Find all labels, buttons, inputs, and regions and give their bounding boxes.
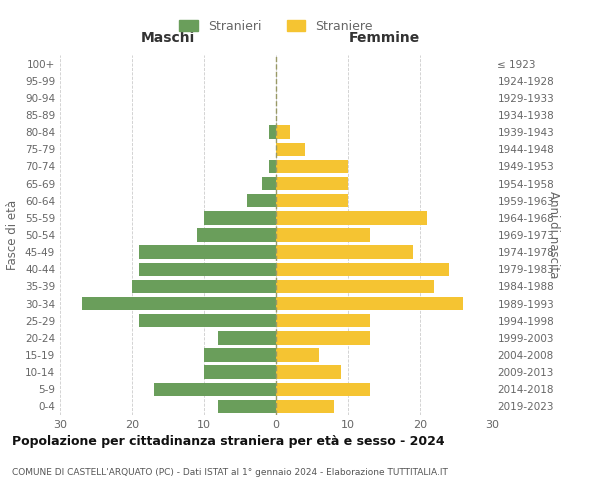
Bar [276,262,449,276]
Bar [218,331,276,344]
Bar [139,246,276,259]
Legend: Stranieri, Straniere: Stranieri, Straniere [176,16,377,37]
Bar [276,160,348,173]
Bar [269,126,276,139]
Bar [204,211,276,224]
Text: Femmine: Femmine [349,30,419,44]
Bar [276,382,370,396]
Bar [276,228,370,241]
Bar [276,348,319,362]
Text: COMUNE DI CASTELL'ARQUATO (PC) - Dati ISTAT al 1° gennaio 2024 - Elaborazione TU: COMUNE DI CASTELL'ARQUATO (PC) - Dati IS… [12,468,448,477]
Bar [204,348,276,362]
Bar [276,297,463,310]
Text: Popolazione per cittadinanza straniera per età e sesso - 2024: Popolazione per cittadinanza straniera p… [12,435,445,448]
Y-axis label: Fasce di età: Fasce di età [7,200,19,270]
Bar [276,246,413,259]
Bar [276,314,370,328]
Bar [276,194,348,207]
Bar [276,126,290,139]
Bar [139,262,276,276]
Bar [276,400,334,413]
Y-axis label: Anni di nascita: Anni di nascita [547,192,560,278]
Bar [276,331,370,344]
Bar [269,160,276,173]
Bar [276,177,348,190]
Bar [204,366,276,379]
Bar [276,142,305,156]
Bar [262,177,276,190]
Bar [276,211,427,224]
Bar [132,280,276,293]
Bar [276,280,434,293]
Bar [82,297,276,310]
Bar [154,382,276,396]
Bar [197,228,276,241]
Bar [276,366,341,379]
Bar [218,400,276,413]
Text: Maschi: Maschi [141,30,195,44]
Bar [139,314,276,328]
Bar [247,194,276,207]
